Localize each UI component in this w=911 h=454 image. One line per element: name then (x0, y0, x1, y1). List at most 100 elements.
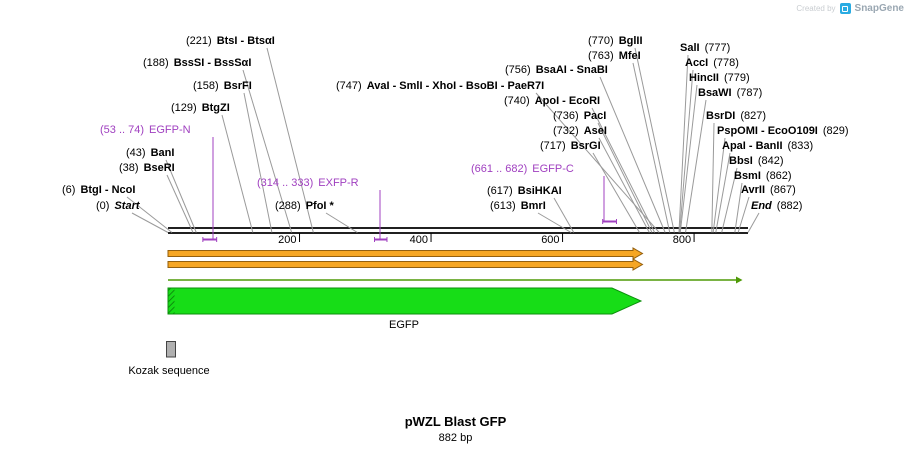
primer-label-egfp-n[interactable]: (53 .. 74) EGFP-N (100, 124, 191, 137)
site-position: (842) (757, 155, 784, 167)
site-label-start[interactable]: (0) Start (96, 200, 140, 213)
frame-line-arrowhead (736, 276, 743, 284)
site-label-bsrdi[interactable]: BsrDI (827) (706, 110, 766, 123)
site-name: EGFP-C (532, 163, 574, 175)
site-label-bsihkai[interactable]: (617) BsiHKAI (487, 185, 562, 198)
site-name: BsrFI (223, 80, 252, 92)
site-label-bglii[interactable]: (770) BglII (588, 35, 643, 48)
site-label-avai-smli-xhoi-bsobi-paer7i[interactable]: (747) AvaI - SmlI - XhoI - BsoBI - PaeR7I (336, 80, 544, 93)
site-name: ApoI - EcoRI (534, 95, 601, 107)
connector-line (634, 47, 675, 233)
kozak-box[interactable] (166, 341, 176, 358)
site-label-acci[interactable]: AccI (778) (685, 57, 739, 70)
site-label-paci[interactable]: (736) PacI (553, 110, 606, 123)
site-label-apai-banii[interactable]: ApaI - BanII (833) (722, 140, 813, 153)
credit-brand-text: SnapGene (854, 3, 904, 14)
site-label-hincii[interactable]: HincII (779) (689, 72, 750, 85)
site-position: (158) (193, 80, 219, 92)
site-label-bseri[interactable]: (38) BseRI (119, 162, 175, 175)
site-position: (740) (504, 95, 530, 107)
connector-line (598, 137, 650, 233)
orf-arrow-upper[interactable] (167, 247, 644, 260)
site-label-btsi-bts-i[interactable]: (221) BtsI - BtsαI (186, 35, 275, 48)
site-name: BsaWI (698, 87, 732, 99)
primer-label-egfp-c[interactable]: (661 .. 682) EGFP-C (471, 163, 574, 176)
site-label-bsaai-snabi[interactable]: (756) BsaAI - SnaBI (505, 64, 608, 77)
site-position: (613) (490, 200, 516, 212)
connector-line (165, 159, 197, 233)
connector-line (679, 69, 694, 233)
site-position: (129) (171, 102, 197, 114)
egfp-arrow[interactable] (167, 287, 643, 315)
site-name: BsiHKAI (517, 185, 562, 197)
connector-line (221, 114, 254, 233)
site-label-sali[interactable]: SalI (777) (680, 42, 730, 55)
egfp-start-hatch (168, 288, 175, 314)
site-position: (38) (119, 162, 139, 174)
site-label-apoi-ecori[interactable]: (740) ApoI - EcoRI (504, 95, 600, 108)
credit-prefix-text: Created by (796, 4, 836, 13)
site-position: (288) (275, 200, 301, 212)
ruler-tick-label: 600 (541, 234, 560, 246)
site-label-mfei[interactable]: (763) MfeI (588, 50, 641, 63)
site-name: PacI (583, 110, 607, 122)
connector-line (737, 196, 750, 233)
primer-label-exfp-r[interactable]: (314 .. 333) EXFP-R (257, 177, 359, 190)
site-position: (779) (723, 72, 750, 84)
site-label-avrii[interactable]: AvrII (867) (741, 184, 796, 197)
site-label-bsssi-bsss-i[interactable]: (188) BssSI - BssSαI (143, 57, 251, 70)
site-position: (763) (588, 50, 614, 62)
site-position: (736) (553, 110, 579, 122)
site-label-bsrgi[interactable]: (717) BsrGI (540, 140, 601, 153)
site-name: MfeI (618, 50, 641, 62)
orf-arrow-lower[interactable] (167, 258, 644, 271)
connector-line (734, 182, 743, 233)
connector-line (166, 174, 194, 233)
site-label-btgzi[interactable]: (129) BtgZI (171, 102, 230, 115)
site-label-bmri[interactable]: (613) BmrI (490, 200, 546, 213)
site-name: EGFP-N (149, 124, 191, 136)
site-position: (53 .. 74) (100, 124, 145, 136)
site-label-bsawi[interactable]: BsaWI (787) (698, 87, 762, 100)
site-label-bsmi[interactable]: BsmI (862) (734, 170, 792, 183)
site-label-btgi-ncoi[interactable]: (6) BtgI - NcoI (62, 184, 135, 197)
site-label-bbsi[interactable]: BbsI (842) (729, 155, 784, 168)
site-label-bani[interactable]: (43) BanI (126, 147, 174, 160)
site-name: End (751, 200, 772, 212)
site-position: (778) (713, 57, 739, 69)
site-name: EXFP-R (318, 177, 359, 189)
connector-line (679, 84, 698, 233)
site-position: (717) (540, 140, 566, 152)
kozak-feature-label: Kozak sequence (128, 365, 210, 377)
site-name: Start (114, 200, 140, 212)
connector-line (599, 76, 666, 233)
site-label-end[interactable]: End (882) (751, 200, 802, 213)
site-label-pfoi[interactable]: (288) PfoI * (275, 200, 334, 213)
site-position: (43) (126, 147, 146, 159)
ruler-tick-label: 200 (278, 234, 297, 246)
site-position: (882) (776, 200, 803, 212)
site-label-pspomi-ecoo109i[interactable]: PspOMI - EcoO109I (829) (717, 125, 849, 138)
connector-line (325, 212, 358, 233)
site-name: AseI (583, 125, 607, 137)
connector-line (678, 54, 689, 233)
site-name: AccI (685, 57, 709, 69)
site-position: (867) (770, 184, 796, 196)
title-block: pWZL Blast GFP 882 bp (0, 414, 911, 444)
site-name: BmrI (520, 200, 546, 212)
site-position: (777) (704, 42, 731, 54)
connector-line (711, 122, 715, 233)
connector-line (721, 167, 738, 233)
site-position: (827) (740, 110, 767, 122)
connector-line (266, 47, 314, 233)
site-label-bsrfi[interactable]: (158) BsrFI (193, 80, 252, 93)
site-position: (188) (143, 57, 169, 69)
connector-line (126, 196, 173, 233)
site-name: BtgZI (201, 102, 230, 114)
site-name: BsrDI (706, 110, 736, 122)
egfp-feature-label: EGFP (389, 319, 419, 331)
site-label-asei[interactable]: (732) AseI (553, 125, 607, 138)
